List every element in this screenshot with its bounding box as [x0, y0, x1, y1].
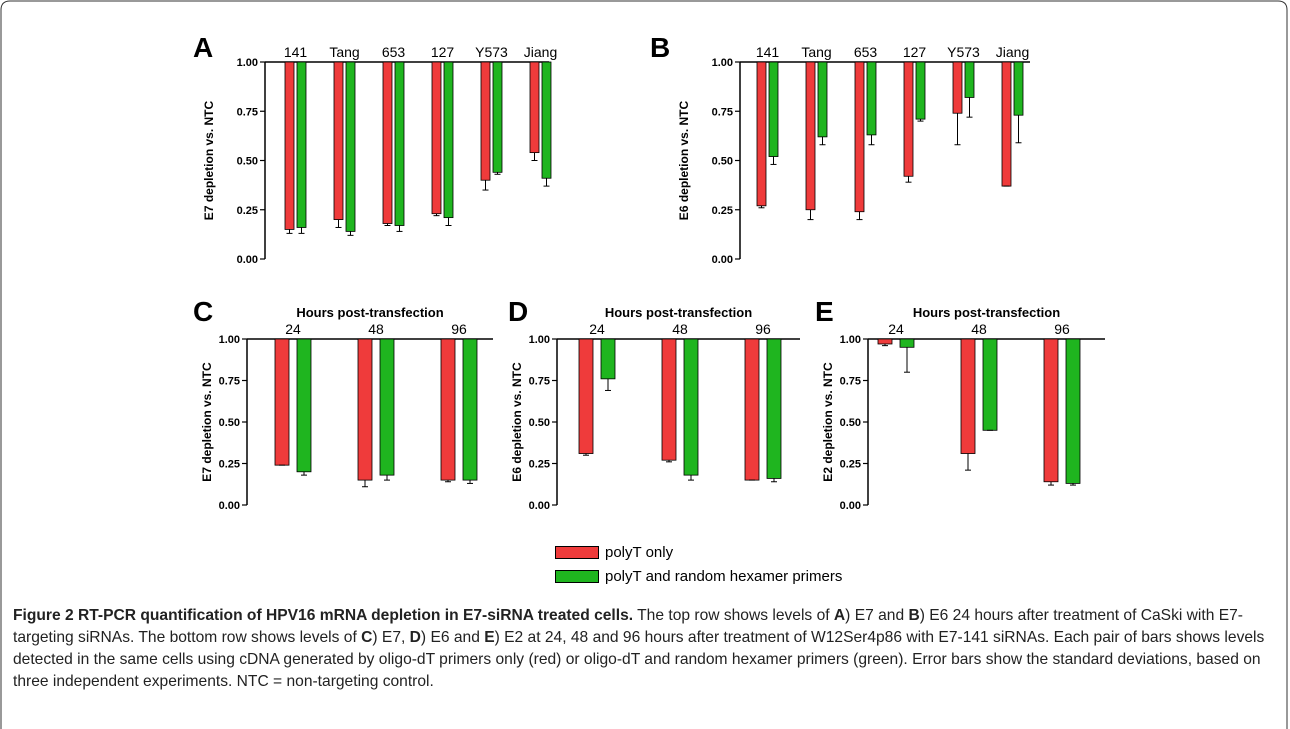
category-label: 127 [903, 44, 927, 60]
legend-item-random: polyT and random hexamer primers [555, 564, 842, 588]
category-label: 24 [285, 321, 301, 337]
panel-letter-c: C [193, 296, 214, 327]
y-tick-label: 0.00 [840, 500, 861, 512]
legend-item-polyt: polyT only [555, 540, 842, 564]
y-tick-label: 0.00 [237, 254, 258, 266]
y-tick-label: 0.75 [840, 376, 861, 388]
bar [960, 338, 976, 454]
y-tick-label: 1.00 [529, 334, 550, 346]
category-label: Tang [801, 44, 831, 60]
y-tick-label: 0.50 [219, 417, 240, 429]
caption-ref-b: B [908, 607, 920, 624]
chart-title: Hours post-transfection [605, 305, 752, 320]
y-axis-label: E7 depletion vs. NTC [200, 362, 214, 482]
y-tick-label: 0.50 [840, 417, 861, 429]
bar [877, 338, 893, 345]
caption-figure-label: Figure 2 [13, 607, 74, 624]
y-axis-label: E2 depletion vs. NTC [821, 362, 835, 482]
caption-ref-c: C [361, 629, 373, 646]
panel-letter-d: D [508, 296, 529, 327]
y-tick-label: 0.75 [712, 106, 733, 118]
y-axis-label: E7 depletion vs. NTC [202, 100, 216, 220]
caption-text-6: ) E2 at 24, 48 and 96 hours after treatm… [13, 629, 1265, 690]
caption-text-2: ) E7 and [845, 607, 909, 624]
y-tick-label: 1.00 [712, 57, 733, 69]
y-tick-label: 0.00 [529, 500, 550, 512]
category-label: 48 [368, 321, 384, 337]
y-tick-label: 0.25 [529, 459, 550, 471]
y-tick-label: 0.50 [237, 156, 258, 168]
y-tick-label: 0.50 [712, 156, 733, 168]
y-tick-label: 0.25 [840, 459, 861, 471]
bar [1065, 338, 1081, 484]
category-label: 141 [756, 44, 780, 60]
y-tick-label: 0.00 [712, 254, 733, 266]
chart-title: Hours post-transfection [296, 305, 443, 320]
caption-ref-a: A [833, 607, 846, 624]
legend-swatch-red [555, 545, 599, 559]
legend-label-polyt: polyT only [605, 543, 674, 561]
legend-label-random: polyT and random hexamer primers [605, 567, 843, 585]
category-label: 127 [431, 44, 455, 60]
panel-letter-e: E [815, 296, 834, 327]
category-label: 96 [755, 321, 771, 337]
y-tick-label: 0.25 [219, 459, 240, 471]
category-label: 24 [589, 321, 605, 337]
y-tick-label: 1.00 [840, 334, 861, 346]
caption-text-5: ) E6 and [420, 629, 485, 646]
caption-text-3: ) E6 24 hours after treatment of CaSki w… [13, 607, 1243, 646]
y-tick-label: 0.75 [219, 376, 240, 388]
panel-letter-a: A [193, 32, 214, 63]
bar [899, 338, 915, 348]
y-tick-label: 0.00 [219, 500, 240, 512]
category-label: 653 [382, 44, 406, 60]
bar [982, 338, 998, 431]
y-tick-label: 0.75 [529, 376, 550, 388]
y-tick-label: 1.00 [219, 334, 240, 346]
category-label: Jiang [524, 44, 557, 60]
category-label: Y573 [947, 44, 980, 60]
category-label: 24 [888, 321, 904, 337]
category-label: 48 [672, 321, 688, 337]
category-label: 141 [284, 44, 308, 60]
y-axis-label: E6 depletion vs. NTC [677, 100, 691, 220]
y-tick-label: 0.25 [237, 205, 258, 217]
y-tick-label: 0.25 [712, 205, 733, 217]
category-label: 48 [971, 321, 987, 337]
category-label: Jiang [996, 44, 1029, 60]
legend: polyT only polyT and random hexamer prim… [555, 540, 842, 588]
y-tick-label: 1.00 [237, 57, 258, 69]
y-tick-label: 0.50 [529, 417, 550, 429]
y-axis-label: E6 depletion vs. NTC [510, 362, 524, 482]
figure-caption: Figure 2 RT-PCR quantification of HPV16 … [13, 605, 1275, 693]
bar [1043, 338, 1059, 483]
chart-title: Hours post-transfection [913, 305, 1060, 320]
panel-letter-b: B [650, 32, 671, 63]
caption-title: RT-PCR quantification of HPV16 mRNA depl… [78, 607, 634, 624]
caption-text-4: ) E7, [372, 629, 410, 646]
y-tick-label: 0.75 [237, 106, 258, 118]
caption-ref-e: E [484, 629, 495, 646]
category-label: 96 [451, 321, 467, 337]
caption-ref-d: D [409, 629, 421, 646]
category-label: 653 [854, 44, 878, 60]
category-label: Y573 [475, 44, 508, 60]
caption-text-1: The top row shows levels of [633, 607, 834, 624]
category-label: Tang [329, 44, 359, 60]
legend-swatch-green [555, 569, 599, 583]
category-label: 96 [1054, 321, 1070, 337]
